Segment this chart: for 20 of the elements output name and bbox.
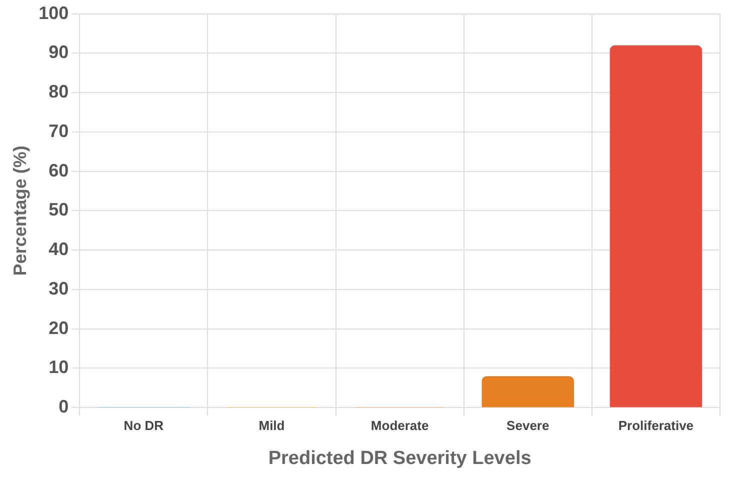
y-tick-label: 40 [48,239,69,260]
y-tick-label: 0 [58,396,69,417]
x-tick-label: Severe [506,418,550,433]
bar [610,45,702,408]
y-tick-label: 10 [48,357,69,378]
x-tick-label: Mild [258,418,285,433]
bar [482,376,574,408]
y-tick-label: 90 [48,42,69,62]
x-tick-label: No DR [124,418,164,433]
y-tick-label: 70 [48,120,69,141]
x-axis-title: Predicted DR Severity Levels [268,448,532,469]
y-axis-title: Percentage (%) [10,146,30,276]
y-tick-label: 30 [48,278,69,298]
y-tick-label: 100 [38,2,69,23]
x-tick-label: Proliferative [618,418,694,433]
y-tick-label: 50 [48,200,69,220]
x-tick-label: Moderate [370,418,429,433]
y-tick-label: 20 [48,318,69,338]
y-tick-label: 60 [48,160,69,180]
y-tick-label: 80 [48,82,69,102]
